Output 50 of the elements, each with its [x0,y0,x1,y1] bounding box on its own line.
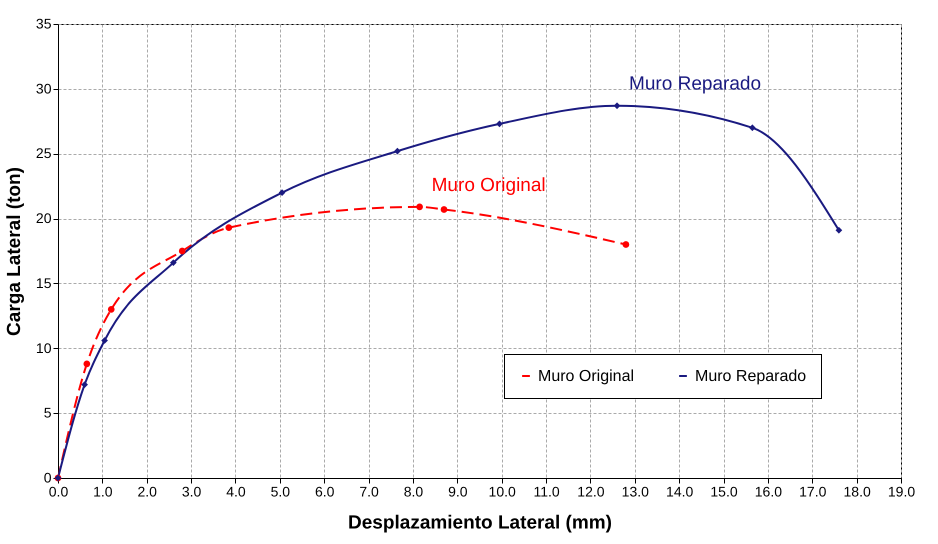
y-tick-label: 10 [36,340,52,356]
x-tick-label: 1.0 [93,484,113,500]
x-tick-label: 10.0 [488,484,516,500]
x-tick-label: 5.0 [270,484,290,500]
point [749,124,756,132]
x-tick-label: 16.0 [754,484,782,500]
point [622,241,630,248]
x-tick-label: 12.0 [577,484,605,500]
x-tick-label: 4.0 [226,484,246,500]
x-tick-label: 11.0 [533,484,560,500]
point [440,206,448,213]
y-tick-label: 35 [36,16,52,32]
point [416,204,423,210]
x-tick-label: 18.0 [844,484,871,500]
point [225,224,232,231]
x-tick-label: 0.0 [48,484,68,500]
legend-label: Muro Reparado [695,368,806,385]
x-tick-label: 7.0 [359,484,380,500]
legend-label: Muro Original [538,368,634,385]
point [178,248,186,254]
point [108,306,115,313]
point [83,360,90,368]
point [614,102,620,110]
y-axis-title: Carga Lateral (ton) [4,167,25,336]
x-tick-label: 15.0 [710,484,738,500]
x-tick-label: 19.0 [888,484,916,500]
annotation: Muro Original [432,174,546,196]
point [170,259,177,266]
y-tick-label: 20 [36,210,52,226]
point [496,120,503,128]
y-tick-label: 0 [44,470,52,486]
x-tick-label: 3.0 [182,484,202,500]
point [836,226,842,234]
y-tick-label: 25 [36,145,52,162]
point [278,189,286,196]
annotation: Muro Reparado [629,74,762,95]
x-tick-label: 9.0 [448,484,468,500]
y-tick-label: 5 [44,404,52,421]
x-tick-label: 8.0 [404,484,424,500]
x-tick-label: 17.0 [799,484,827,500]
x-tick-label: 2.0 [138,484,158,500]
point [394,148,401,154]
y-tick-label: 30 [36,80,52,96]
point [101,337,108,344]
point [81,381,88,388]
y-tick-label: 15 [36,274,52,291]
x-axis-title: Desplazamiento Lateral (mm) [348,512,612,534]
x-tick-label: 14.0 [666,484,694,500]
x-tick-label: 6.0 [314,484,335,500]
x-tick-label: 13.0 [622,484,650,500]
